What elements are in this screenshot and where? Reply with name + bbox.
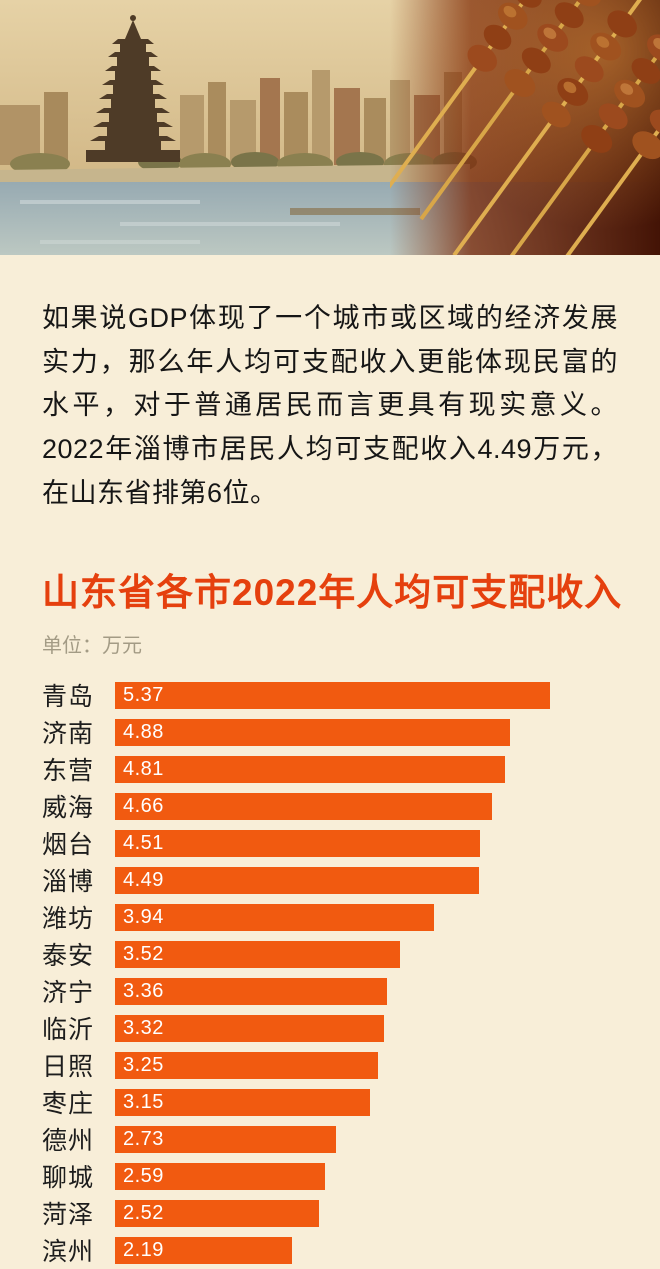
bar-category-label: 泰安 [42, 936, 115, 972]
article-content: 如果说GDP体现了一个城市或区域的经济发展实力，那么年人均可支配收入更能体现民富… [0, 255, 660, 1269]
bar-value-label: 4.88 [115, 721, 164, 744]
bar-category-label: 日照 [42, 1047, 115, 1083]
bar: 3.25 [115, 1052, 378, 1079]
chart-title: 山东省各市2022年人均可支配收入 [42, 562, 618, 616]
bar-value-label: 4.49 [115, 869, 164, 892]
bar-category-label: 青岛 [42, 677, 115, 713]
bar-value-label: 3.15 [115, 1091, 164, 1114]
bar-category-label: 枣庄 [42, 1084, 115, 1120]
bar-value-label: 3.36 [115, 980, 164, 1003]
bar-value-label: 2.59 [115, 1165, 164, 1188]
bar: 4.66 [115, 793, 492, 820]
bar-category-label: 潍坊 [42, 899, 115, 935]
bar-category-label: 淄博 [42, 862, 115, 898]
bar: 2.73 [115, 1126, 336, 1153]
bar: 4.81 [115, 756, 505, 783]
bar: 2.59 [115, 1163, 325, 1190]
bar: 4.49 [115, 867, 479, 894]
bar: 5.37 [115, 682, 550, 709]
bar-category-label: 菏泽 [42, 1195, 115, 1231]
bar-category-label: 滨州 [42, 1232, 115, 1268]
bar-value-label: 3.52 [115, 943, 164, 966]
bar-value-label: 4.51 [115, 832, 164, 855]
bar-category-label: 烟台 [42, 825, 115, 861]
bar-value-label: 2.73 [115, 1128, 164, 1151]
bar-category-label: 威海 [42, 788, 115, 824]
bar: 3.36 [115, 978, 387, 1005]
bar: 2.52 [115, 1200, 319, 1227]
bar-value-label: 4.81 [115, 758, 164, 781]
bar-value-label: 2.19 [115, 1239, 164, 1262]
bar: 3.52 [115, 941, 400, 968]
bar-category-label: 济宁 [42, 973, 115, 1009]
bar-value-label: 4.66 [115, 795, 164, 818]
bar-value-label: 5.37 [115, 684, 164, 707]
bar-value-label: 2.52 [115, 1202, 164, 1225]
bar-value-label: 3.32 [115, 1017, 164, 1040]
bar: 3.15 [115, 1089, 370, 1116]
bar-category-label: 东营 [42, 751, 115, 787]
bar: 3.32 [115, 1015, 384, 1042]
bar-category-label: 聊城 [42, 1158, 115, 1194]
bar: 4.51 [115, 830, 480, 857]
header-photo-art [0, 0, 660, 255]
bar-category-label: 德州 [42, 1121, 115, 1157]
bar: 3.94 [115, 904, 434, 931]
bar-value-label: 3.94 [115, 906, 164, 929]
bar: 4.88 [115, 719, 510, 746]
intro-paragraph: 如果说GDP体现了一个城市或区域的经济发展实力，那么年人均可支配收入更能体现民富… [42, 297, 618, 516]
bar-category-label: 济南 [42, 714, 115, 750]
bar-category-label: 临沂 [42, 1010, 115, 1046]
chart-unit-label: 单位：万元 [42, 629, 618, 658]
skewers-icon [363, 0, 660, 255]
bar-value-label: 3.25 [115, 1054, 164, 1077]
header-photo [0, 0, 660, 255]
